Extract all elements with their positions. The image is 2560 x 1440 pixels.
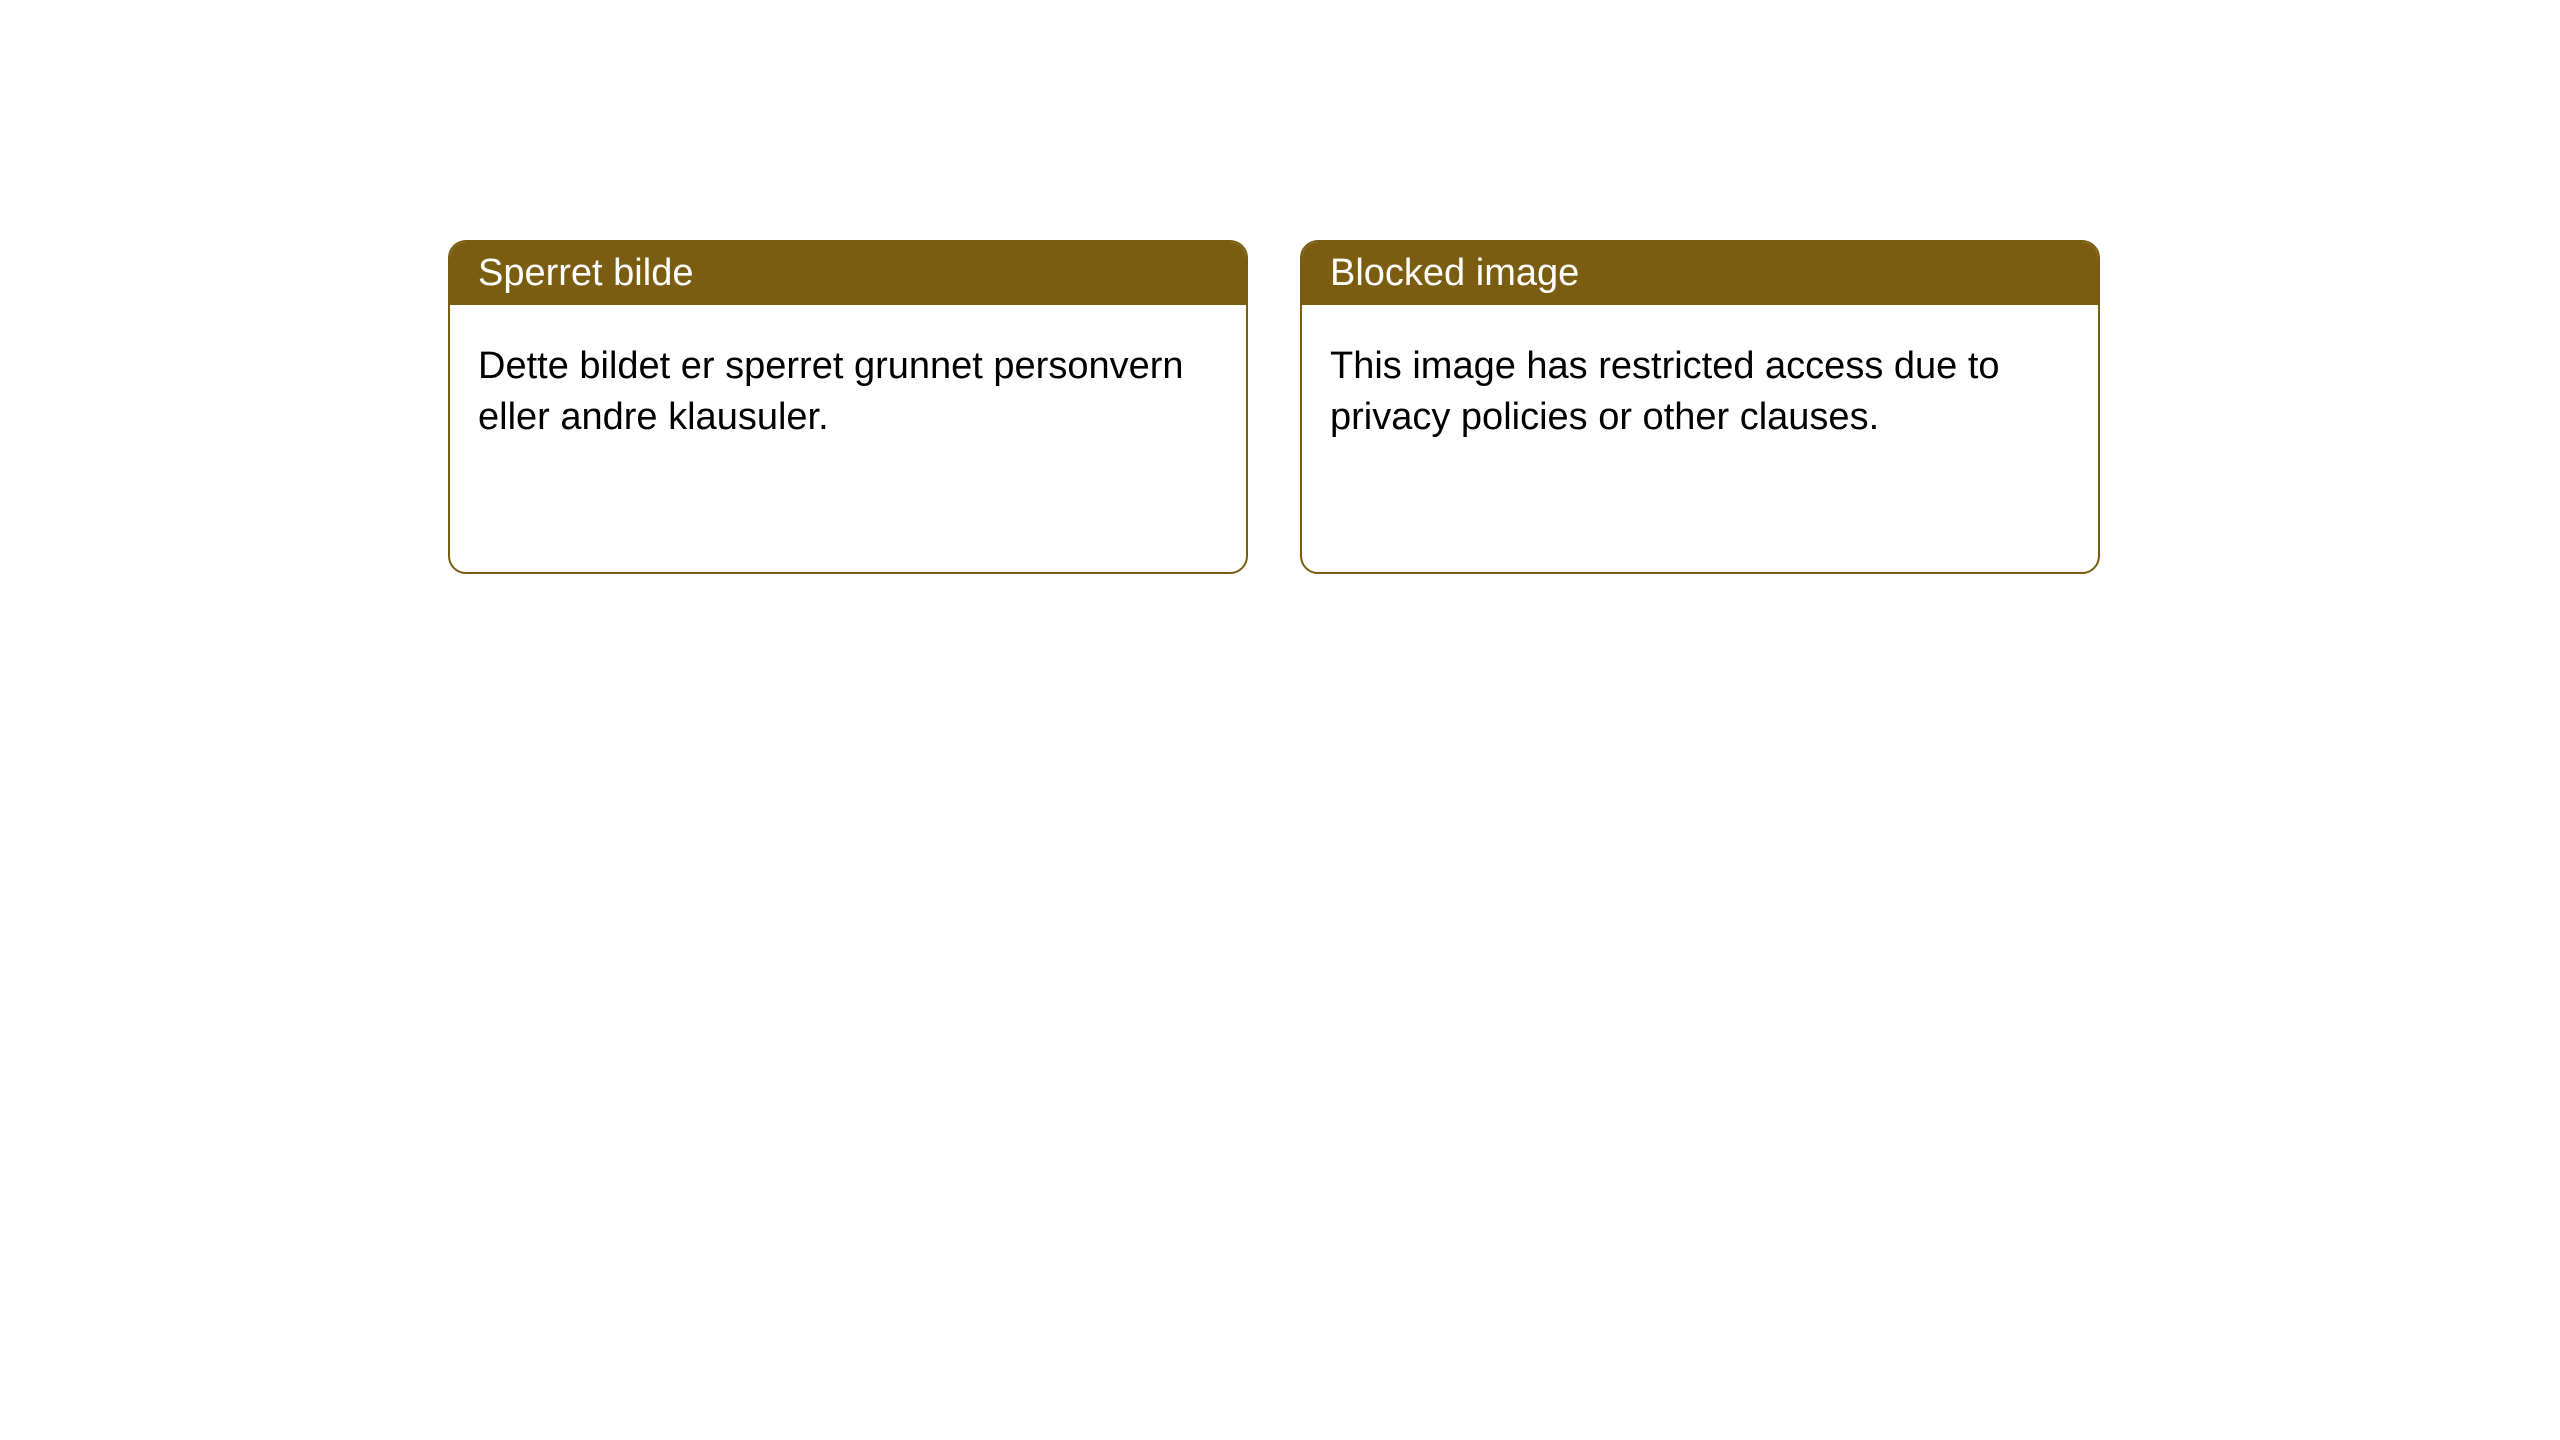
card-body: Dette bildet er sperret grunnet personve…: [450, 305, 1246, 480]
cards-container: Sperret bilde Dette bildet er sperret gr…: [0, 0, 2560, 574]
card-header: Sperret bilde: [450, 242, 1246, 305]
card-title: Sperret bilde: [478, 252, 693, 294]
blocked-image-card-en: Blocked image This image has restricted …: [1300, 240, 2100, 574]
blocked-image-card-no: Sperret bilde Dette bildet er sperret gr…: [448, 240, 1248, 574]
card-body-text: This image has restricted access due to …: [1330, 345, 2000, 438]
card-body-text: Dette bildet er sperret grunnet personve…: [478, 345, 1184, 438]
card-title: Blocked image: [1330, 252, 1579, 294]
card-body: This image has restricted access due to …: [1302, 305, 2098, 480]
card-header: Blocked image: [1302, 242, 2098, 305]
